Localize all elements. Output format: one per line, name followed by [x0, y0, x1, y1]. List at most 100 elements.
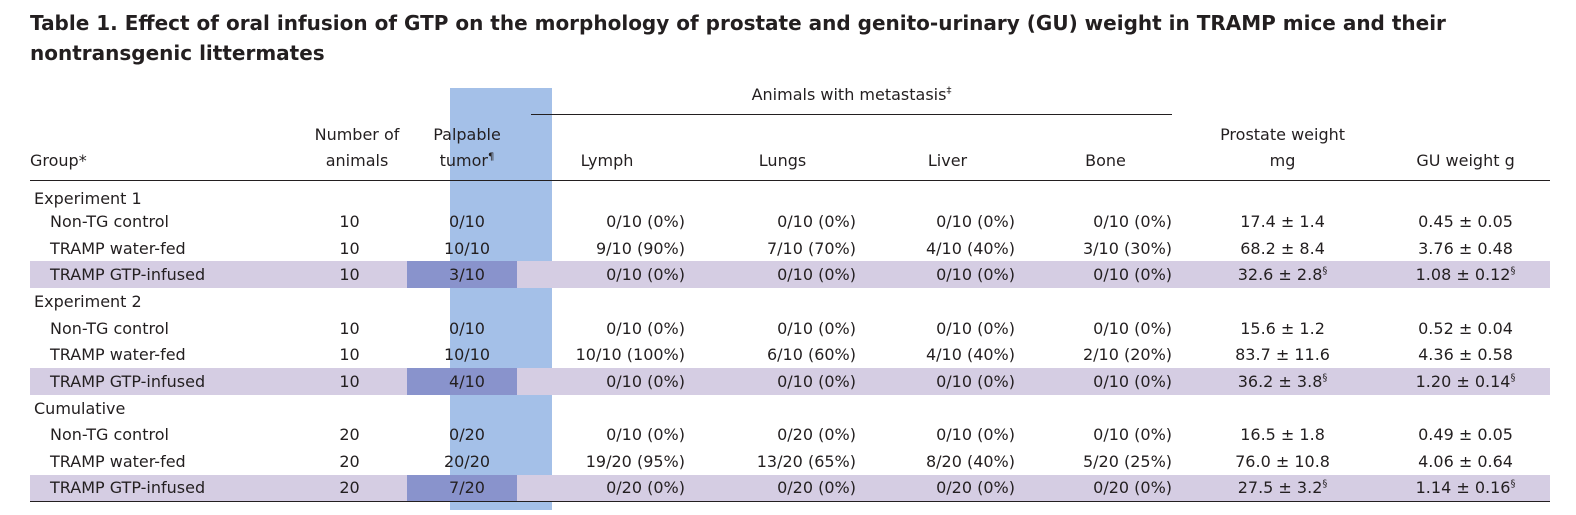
prostate-cell: 27.5 ± 3.2§	[1184, 474, 1382, 503]
prostate-cell: 36.2 ± 3.8§	[1184, 368, 1382, 395]
prostate-cell: 16.5 ± 1.8	[1240, 425, 1325, 445]
significance-mark: §	[1322, 479, 1328, 491]
number-cell: 20	[262, 474, 407, 503]
liver-cell: 0/10 (0%)	[868, 261, 1027, 289]
group-cell: Non-TG control	[50, 211, 169, 231]
lymph-cell: 0/10 (0%)	[606, 211, 685, 231]
bone-header: Bone	[1085, 151, 1126, 170]
gu-header: GU weight g	[1416, 151, 1515, 170]
significance-mark: §	[1510, 372, 1516, 384]
palpable-cell: 0/10	[449, 318, 485, 338]
bone-cell: 0/20 (0%)	[1027, 474, 1185, 503]
liver-cell: 8/20 (40%)	[925, 452, 1015, 472]
table-row: Non-TG control 20 0/20 0/10 (0%) 0/20 (0%) 0/…	[30, 422, 1550, 449]
table-row: TRAMP GTP-infused 20 7/20 0/20 (0%) 0/20 (0%…	[30, 474, 1551, 503]
palpable-column-highlight	[450, 88, 552, 510]
section-label: Experiment 2	[34, 291, 142, 311]
liver-cell: 0/10 (0%)	[936, 211, 1015, 231]
number-cell: 10	[339, 345, 360, 365]
number-cell: 10	[262, 368, 407, 395]
liver-cell: 0/20 (0%)	[868, 474, 1027, 503]
table-body: Experiment 1 Non-TG control 10 0/10 0/10 (0%…	[30, 181, 1551, 503]
lungs-cell: 13/20 (65%)	[756, 452, 856, 472]
lungs-cell: 0/20 (0%)	[777, 425, 856, 445]
palpable-cell: 10/10	[443, 345, 491, 365]
group-cell: TRAMP water-fed	[50, 452, 186, 472]
prostate-cell: 68.2 ± 8.4	[1240, 238, 1325, 258]
gu-cell: 1.14 ± 0.16§	[1381, 474, 1551, 503]
bone-cell: 5/20 (25%)	[1082, 452, 1173, 472]
liver-cell: 0/10 (0%)	[936, 318, 1015, 338]
gu-cell: 1.08 ± 0.12§	[1381, 261, 1551, 289]
palpable-cell: 4/10	[407, 368, 517, 395]
table-title: Table 1. Effect of oral infusion of GTP …	[30, 11, 1446, 65]
lungs-cell: 6/10 (60%)	[766, 345, 856, 365]
group-cell: TRAMP GTP-infused	[30, 368, 262, 395]
lymph-cell: 0/10 (0%)	[606, 425, 685, 445]
group-cell: TRAMP water-fed	[50, 345, 186, 365]
number-cell: 10	[339, 238, 360, 258]
bone-cell: 0/10 (0%)	[1093, 425, 1173, 445]
group-cell: TRAMP GTP-infused	[30, 474, 262, 503]
group-header: Group*	[30, 151, 87, 170]
group-cell: Non-TG control	[50, 318, 169, 338]
section-row: Experiment 1	[30, 181, 1550, 208]
liver-cell: 0/10 (0%)	[936, 425, 1015, 445]
bone-cell: 3/10 (30%)	[1082, 238, 1173, 258]
palpable-cell: 3/10	[407, 261, 517, 289]
palpable-cell: 10/10	[443, 238, 491, 258]
lymph-header: Lymph	[580, 151, 634, 170]
lymph-cell: 0/20 (0%)	[517, 474, 697, 503]
number-header: Number of animals	[314, 125, 400, 170]
prostate-header: Prostate weight mg	[1220, 125, 1346, 170]
significance-mark: §	[1322, 372, 1328, 384]
significance-mark: §	[1322, 265, 1328, 277]
lymph-cell: 9/10 (90%)	[595, 238, 685, 258]
liver-cell: 4/10 (40%)	[925, 345, 1015, 365]
table-row: Non-TG control 10 0/10 0/10 (0%) 0/10 (0%) 0/…	[30, 208, 1550, 235]
lymph-cell: 19/20 (95%)	[585, 452, 685, 472]
gu-cell: 3.76 ± 0.48	[1418, 238, 1513, 258]
lungs-cell: 0/10 (0%)	[777, 318, 856, 338]
prostate-cell: 76.0 ± 10.8	[1235, 452, 1330, 472]
metastasis-header: Animals with metastasis‡	[517, 78, 1184, 122]
bone-cell: 0/10 (0%)	[1093, 211, 1173, 231]
palpable-header: Palpable tumor¶	[433, 125, 501, 170]
lymph-cell: 0/10 (0%)	[606, 318, 685, 338]
bone-cell: 2/10 (20%)	[1082, 345, 1173, 365]
gu-cell: 0.45 ± 0.05	[1418, 211, 1513, 231]
results-table: Animals with metastasis‡ Group* Number o…	[30, 78, 1551, 503]
significance-mark: §	[1510, 479, 1516, 491]
gu-cell: 1.20 ± 0.14§	[1381, 368, 1551, 395]
gu-cell: 0.49 ± 0.05	[1418, 425, 1513, 445]
prostate-cell: 15.6 ± 1.2	[1240, 318, 1325, 338]
bone-cell: 0/10 (0%)	[1027, 368, 1185, 395]
palpable-cell: 20/20	[443, 452, 491, 472]
prostate-cell: 17.4 ± 1.4	[1240, 211, 1325, 231]
group-cell: TRAMP GTP-infused	[30, 261, 262, 289]
table-row: Non-TG control 10 0/10 0/10 (0%) 0/10 (0%) 0/…	[30, 315, 1550, 342]
table-row: TRAMP water-fed 10 10/10 10/10 (100%) 6/10 (…	[30, 341, 1550, 368]
lungs-cell: 0/10 (0%)	[697, 261, 868, 289]
lungs-header: Lungs	[758, 151, 807, 170]
bone-cell: 0/10 (0%)	[1027, 261, 1185, 289]
group-cell: TRAMP water-fed	[50, 238, 186, 258]
lymph-cell: 0/10 (0%)	[517, 261, 697, 289]
palpable-cell: 0/20	[449, 425, 485, 445]
lungs-cell: 7/10 (70%)	[766, 238, 856, 258]
number-cell: 20	[339, 425, 360, 445]
lymph-cell: 10/10 (100%)	[575, 345, 685, 365]
liver-header: Liver	[927, 151, 968, 170]
significance-mark: §	[1510, 265, 1516, 277]
gu-cell: 4.36 ± 0.58	[1418, 345, 1513, 365]
section-label: Experiment 1	[34, 189, 142, 208]
section-label: Cumulative	[34, 398, 126, 418]
lungs-cell: 0/10 (0%)	[697, 368, 868, 395]
section-row: Cumulative	[30, 395, 1550, 422]
palpable-cell: 0/10	[449, 211, 485, 231]
lymph-cell: 0/10 (0%)	[517, 368, 697, 395]
prostate-cell: 83.7 ± 11.6	[1235, 345, 1330, 365]
number-cell: 10	[339, 211, 360, 231]
prostate-cell: 32.6 ± 2.8§	[1184, 261, 1382, 289]
gu-cell: 0.52 ± 0.04	[1418, 318, 1513, 338]
